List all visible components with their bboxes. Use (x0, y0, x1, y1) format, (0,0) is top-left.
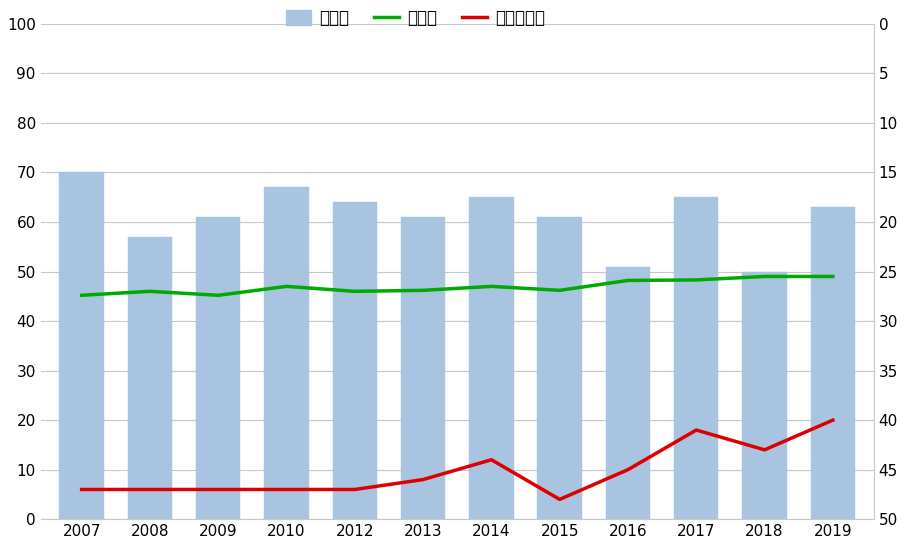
Bar (401, 217, 445, 519)
Bar (60, 173, 104, 519)
Legend: 正答率, 偏差値, ランキング: 正答率, 偏差値, ランキング (279, 2, 552, 34)
Bar (196, 217, 241, 519)
Bar (469, 197, 514, 519)
Bar (538, 217, 582, 519)
Bar (811, 207, 855, 519)
Bar (128, 237, 172, 519)
Bar (264, 187, 309, 519)
Bar (674, 197, 719, 519)
Bar (333, 202, 377, 519)
Bar (742, 271, 786, 519)
Bar (605, 266, 650, 519)
